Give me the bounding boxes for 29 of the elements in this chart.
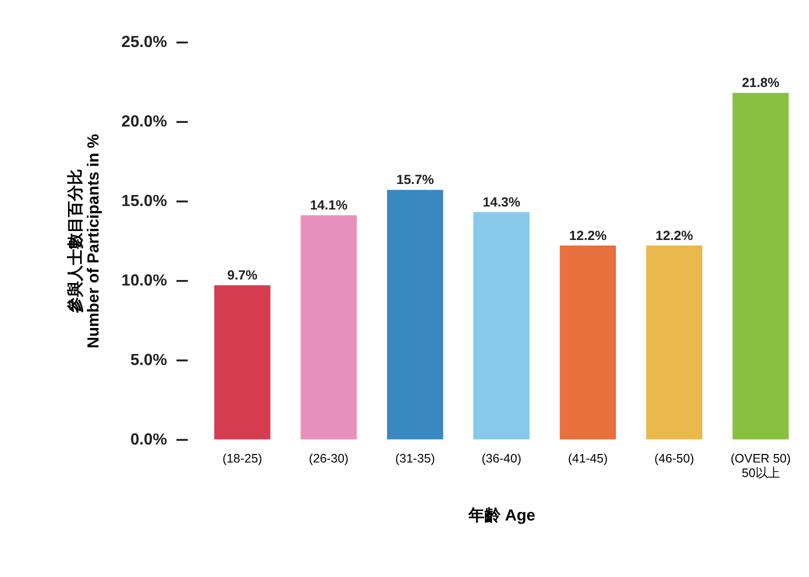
x-tick-label: (OVER 50) 50以上 <box>730 452 791 480</box>
x-tick-label: (26-30) <box>308 452 349 466</box>
data-label: 14.1% <box>310 198 348 213</box>
data-label: 21.8% <box>742 75 780 90</box>
data-label: 15.7% <box>396 172 434 188</box>
bar <box>387 190 444 440</box>
data-label: 12.2% <box>569 228 607 243</box>
y-tick-label: 25.0% <box>121 33 168 52</box>
x-tick-label: (18-25) <box>222 452 262 466</box>
bar <box>560 245 616 440</box>
y-tick-label: 20.0% <box>121 112 168 131</box>
x-tick-label: (41-45) <box>568 452 608 466</box>
data-label: 14.3% <box>482 194 520 210</box>
bar <box>732 92 789 440</box>
bar <box>646 245 702 440</box>
y-tick-label: 10.0% <box>121 272 168 290</box>
data-label: 9.7% <box>227 268 258 283</box>
x-axis-title: 年齡 Age <box>468 506 536 524</box>
x-tick-label: (46-50) <box>654 452 694 466</box>
data-label: 12.2% <box>655 228 694 243</box>
x-tick-label: (36-40) <box>482 452 522 466</box>
y-tick-label: 0.0% <box>130 430 168 449</box>
y-axis-title: 參與人士數目百分比 Number of Participants in % <box>66 134 103 348</box>
x-tick-label: (31-35) <box>395 452 435 466</box>
bar <box>473 212 530 440</box>
bar <box>300 215 357 440</box>
bar <box>214 285 270 440</box>
y-tick-label: 5.0% <box>130 351 168 370</box>
y-tick-label: 15.0% <box>121 192 168 210</box>
